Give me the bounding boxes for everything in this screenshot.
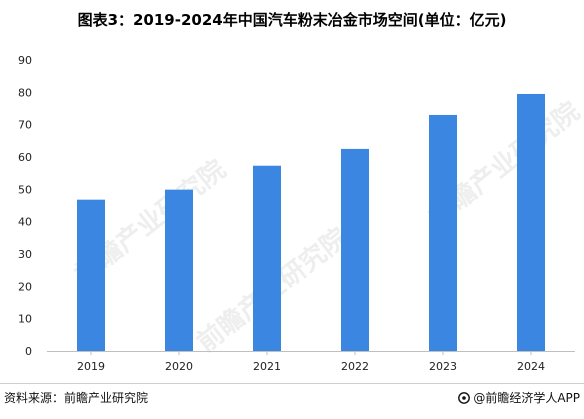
- y-tick-label: 40: [18, 216, 32, 229]
- x-tick-label: 2021: [253, 360, 281, 373]
- bar-2019: [77, 199, 105, 351]
- y-tick-label: 30: [18, 248, 32, 261]
- bar-2021: [253, 165, 281, 351]
- x-axis: 2019 2020 2021 2022 2023 2024: [47, 351, 575, 373]
- x-tick-label: 2024: [517, 360, 545, 373]
- x-tick-label: 2022: [341, 360, 369, 373]
- y-axis: 0 10 20 30 40 50 60 70 80 90: [18, 54, 32, 358]
- footer-source: 资料来源：前瞻产业研究院: [4, 391, 149, 405]
- bar-2023: [429, 114, 457, 351]
- y-tick-label: 70: [18, 119, 32, 132]
- bar-2022: [341, 148, 369, 351]
- x-tick-label: 2023: [429, 360, 457, 373]
- y-tick-label: 20: [18, 280, 32, 293]
- bars: [77, 93, 545, 351]
- chart-title: 图表3：2019-2024年中国汽车粉末冶金市场空间(单位：亿元): [77, 11, 507, 29]
- footer-brand-text: @前瞻经济学人APP: [473, 391, 580, 405]
- footer-divider: [0, 383, 584, 384]
- y-tick-label: 10: [18, 313, 32, 326]
- footer-brand: @前瞻经济学人APP: [458, 389, 580, 406]
- bar-2024: [517, 93, 545, 351]
- brand-logo-icon: [458, 391, 471, 404]
- y-tick-label: 90: [18, 54, 32, 67]
- x-tick-label: 2020: [165, 360, 193, 373]
- y-tick-label: 50: [18, 183, 32, 196]
- y-tick-label: 80: [18, 86, 32, 99]
- y-tick-label: 60: [18, 151, 32, 164]
- x-tick-label: 2019: [77, 360, 105, 373]
- y-tick-label: 0: [25, 345, 32, 358]
- bar-2020: [165, 189, 193, 351]
